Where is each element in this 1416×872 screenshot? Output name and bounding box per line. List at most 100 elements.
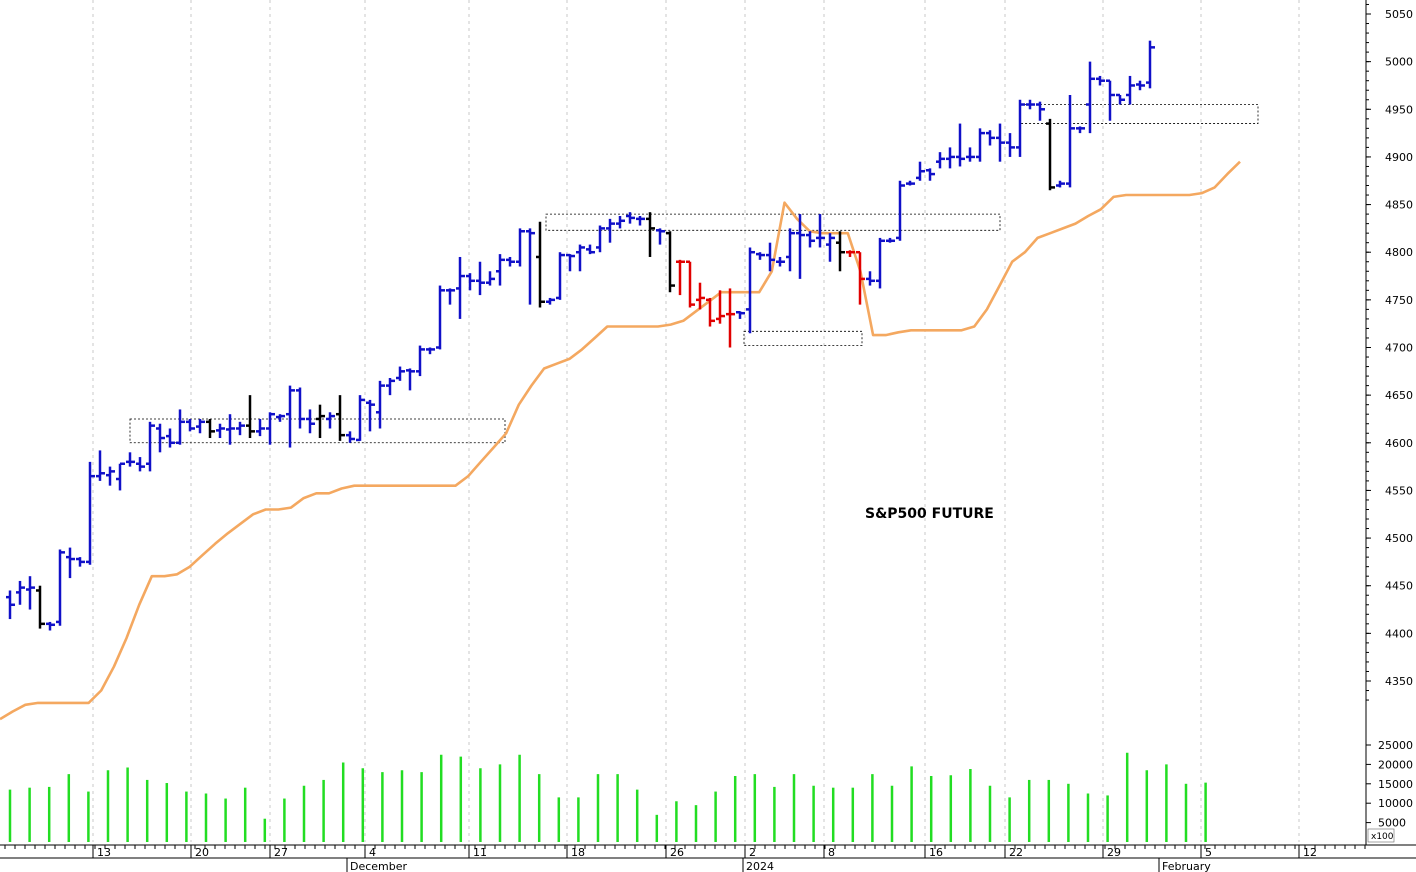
price-bar xyxy=(66,547,75,579)
price-bar xyxy=(1016,99,1025,157)
price-bar xyxy=(466,273,475,291)
price-bar xyxy=(1146,40,1155,89)
x-tick-label: 18 xyxy=(571,846,585,859)
price-bar xyxy=(726,288,735,348)
y-tick-label: 4950 xyxy=(1385,103,1413,116)
x-tick-label: 22 xyxy=(1009,846,1023,859)
price-bar xyxy=(616,216,625,229)
volume-tick-label: 5000 xyxy=(1378,817,1406,830)
price-bar xyxy=(416,345,425,377)
price-bar xyxy=(1136,80,1145,91)
price-bar xyxy=(316,404,325,439)
price-bar xyxy=(246,395,255,439)
y-tick-label: 5000 xyxy=(1385,56,1413,69)
price-bar xyxy=(946,147,955,169)
price-bar xyxy=(1066,94,1075,188)
price-bar xyxy=(146,421,155,472)
price-bar xyxy=(636,216,645,226)
price-bar xyxy=(1006,133,1015,157)
price-bar xyxy=(1116,93,1125,105)
price-bar xyxy=(516,228,525,267)
price-bar xyxy=(936,152,945,169)
price-bar xyxy=(396,366,405,381)
price-bar xyxy=(186,418,195,432)
price-bar xyxy=(436,285,445,350)
price-bar xyxy=(346,431,355,443)
price-bar xyxy=(1036,101,1045,121)
price-bar xyxy=(86,461,95,565)
x-tick-label: 29 xyxy=(1107,846,1121,859)
trading-range-box xyxy=(545,213,1001,231)
price-bar xyxy=(796,214,805,279)
price-bar xyxy=(646,212,655,257)
price-bar xyxy=(46,621,55,631)
x-tick-label: 11 xyxy=(473,846,487,859)
price-bar xyxy=(506,256,515,267)
price-bar xyxy=(16,580,25,605)
y-tick-label: 5050 xyxy=(1385,8,1413,21)
price-bar xyxy=(806,231,815,248)
price-bar xyxy=(686,260,695,308)
y-tick-label: 4850 xyxy=(1385,199,1413,212)
x-tick-label: 5 xyxy=(1205,846,1212,859)
price-bar xyxy=(716,290,725,324)
price-bar xyxy=(1056,180,1065,188)
volume-tick-label: 10000 xyxy=(1378,797,1413,810)
price-bar xyxy=(896,180,905,241)
price-bar xyxy=(356,395,365,442)
price-bar xyxy=(546,297,555,305)
price-bar xyxy=(96,450,105,481)
price-bar xyxy=(476,261,485,296)
volume-layer xyxy=(8,752,1207,842)
price-bar xyxy=(966,147,975,162)
x-tick-label: 13 xyxy=(97,846,111,859)
price-bar xyxy=(736,310,745,319)
price-bar xyxy=(1086,61,1095,134)
price-bar xyxy=(706,297,715,327)
price-bar xyxy=(996,123,1005,162)
price-bar xyxy=(626,212,635,224)
y-tick-label: 4350 xyxy=(1385,675,1413,688)
volume-unit-box xyxy=(1367,828,1395,843)
price-bar xyxy=(306,409,315,434)
price-bar xyxy=(566,253,575,272)
x-tick-label: 2 xyxy=(749,846,756,859)
price-bar xyxy=(286,385,295,448)
price-bar xyxy=(746,247,755,334)
price-bar xyxy=(386,377,395,396)
x-tick-label: 16 xyxy=(929,846,943,859)
price-bar xyxy=(426,347,435,355)
price-bars-layer xyxy=(6,40,1155,631)
price-bar xyxy=(846,250,855,257)
price-bar xyxy=(676,259,685,296)
y-tick-label: 4500 xyxy=(1385,532,1413,545)
x-tick-label: 8 xyxy=(828,846,835,859)
price-bar xyxy=(856,250,865,305)
x-month-label: December xyxy=(350,860,408,872)
x-tick-label: 26 xyxy=(670,846,684,859)
x-tick-label: 20 xyxy=(195,846,209,859)
price-bar xyxy=(956,123,965,167)
price-bar xyxy=(176,409,185,445)
price-bar xyxy=(666,231,675,293)
price-bar xyxy=(236,421,245,436)
price-bar xyxy=(106,466,115,486)
trading-range-box xyxy=(743,330,863,346)
price-bar xyxy=(606,218,615,243)
price-bar xyxy=(206,418,215,439)
x-month-label: 2024 xyxy=(746,860,774,872)
price-bar xyxy=(1076,126,1085,134)
price-bar xyxy=(226,414,235,445)
price-bar xyxy=(826,233,835,262)
y-tick-label: 4750 xyxy=(1385,294,1413,307)
y-tick-label: 4650 xyxy=(1385,389,1413,402)
price-bar xyxy=(336,395,345,441)
price-bar xyxy=(766,242,775,272)
price-bar xyxy=(656,228,665,245)
x-tick-label: 4 xyxy=(369,846,376,859)
price-bar xyxy=(6,590,15,620)
price-bar xyxy=(296,387,305,429)
price-bar xyxy=(326,412,335,429)
price-bar xyxy=(496,254,505,286)
